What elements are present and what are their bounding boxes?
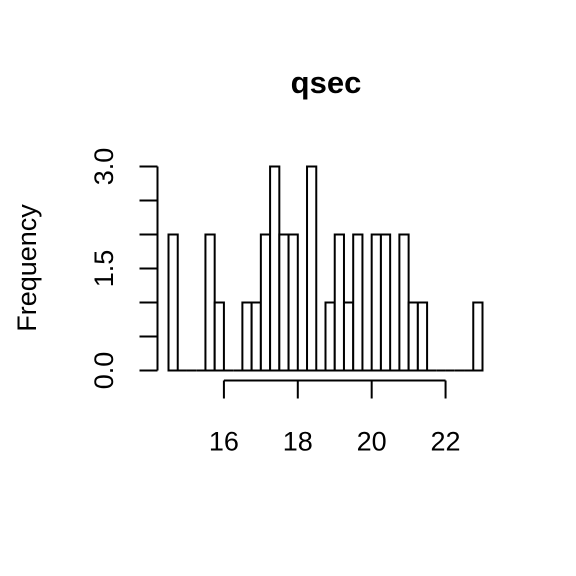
histogram-bar [204,233,216,372]
histogram-bar [352,233,364,372]
histogram-bar [407,301,419,372]
x-axis: 16 18 20 22 [209,379,461,457]
histogram-bar [472,301,484,372]
x-tick-label: 20 [357,427,387,457]
histogram-bar [269,165,281,372]
histogram-bar [333,233,345,372]
histogram-bar [306,165,318,372]
histogram-bar [379,233,392,372]
histogram-bar [342,301,355,372]
y-tick-label: 0.0 [89,352,119,390]
histogram-bar [324,301,336,372]
chart-title: qsec [291,65,362,100]
bars-group [167,165,484,372]
y-axis-label: Frequency [12,204,42,332]
y-tick-label: 3.0 [89,148,119,186]
histogram-bar [259,233,272,372]
histogram-bar [250,301,262,372]
histogram-bar [241,301,253,372]
y-tick-label: 1.5 [89,250,119,288]
histogram-bar [167,233,179,372]
x-tick-label: 22 [431,427,461,457]
histogram-bar [278,233,290,372]
histogram-bar [416,301,429,372]
y-axis: 0.0 1.5 3.0 [89,148,159,390]
histogram-bar [213,301,225,372]
histogram-bar [287,233,299,372]
x-tick-label: 18 [283,427,313,457]
histogram-bar [370,233,382,372]
histogram-bar [398,233,410,372]
x-tick-label: 16 [209,427,239,457]
